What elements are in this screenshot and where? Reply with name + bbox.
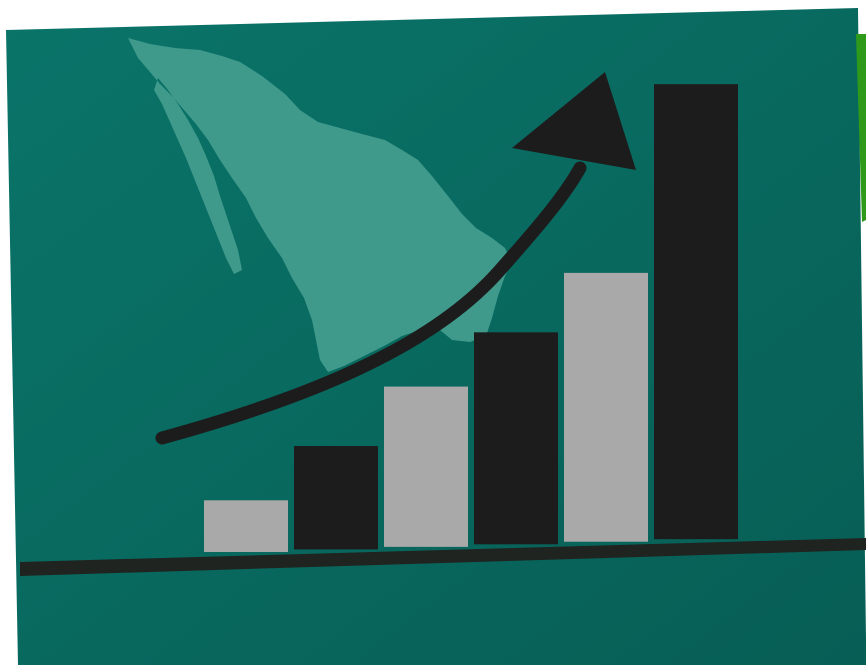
bar-4 — [474, 332, 558, 545]
green-accent-strip — [856, 34, 866, 222]
mexico-map-icon — [128, 38, 512, 372]
bar-6 — [654, 84, 738, 540]
trend-arrow-icon — [512, 72, 636, 170]
bar-2 — [294, 446, 378, 550]
bar-5 — [564, 272, 648, 542]
chart-baseline — [20, 538, 866, 576]
bar-1 — [204, 500, 288, 552]
trend-arrow-shaft — [155, 161, 587, 445]
bar-3 — [384, 386, 468, 547]
bar-chart-icon — [204, 84, 738, 552]
